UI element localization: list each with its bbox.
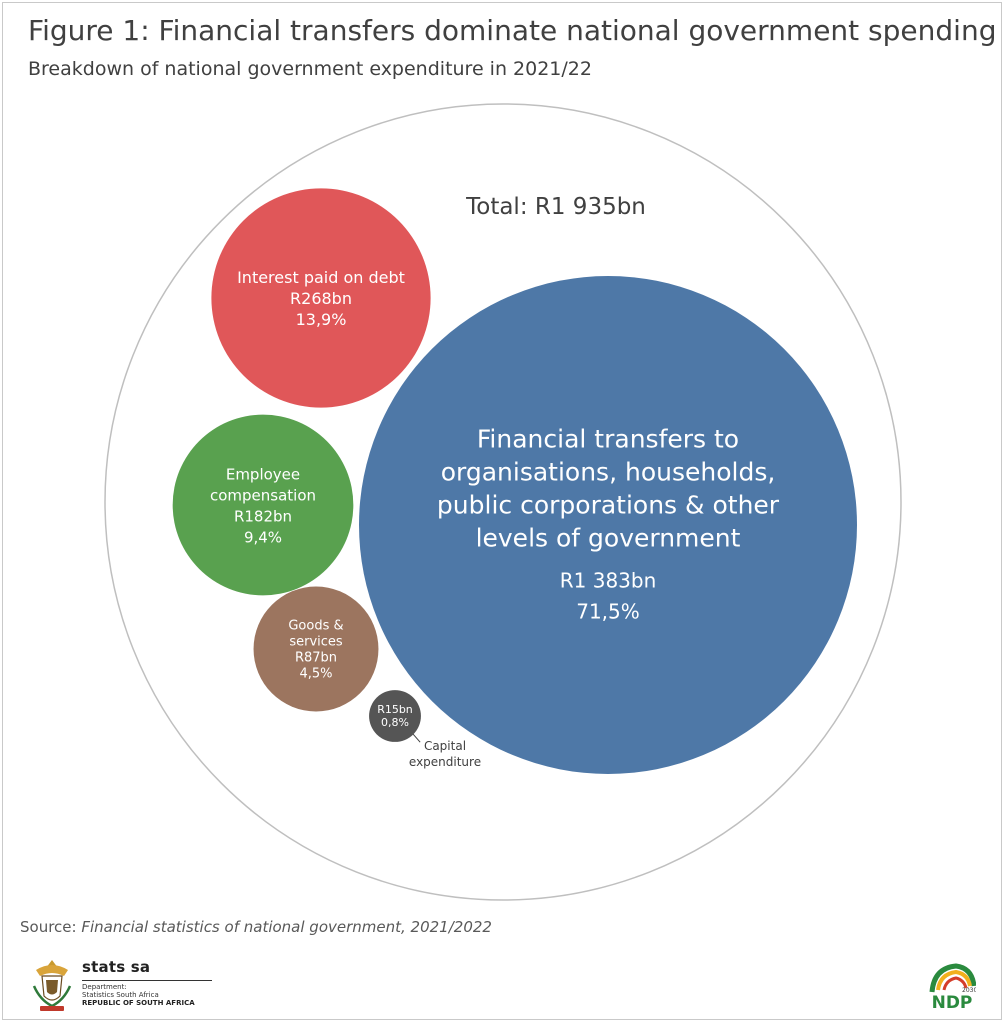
label-line-goods-services: services xyxy=(289,634,343,649)
pct-label-employee-compensation: 9,4% xyxy=(244,528,282,546)
source-prefix: Source: xyxy=(20,918,82,936)
total-label: Total: R1 935bn xyxy=(465,194,646,220)
ndp-logo: 2030 NDP xyxy=(929,963,976,1013)
value-label-interest-on-debt: R268bn xyxy=(290,289,352,308)
callout-label-capital-expenditure: expenditure xyxy=(409,755,481,769)
pct-label-financial-transfers: 71,5% xyxy=(576,600,640,624)
label-line-employee-compensation: compensation xyxy=(210,486,316,504)
department-label: Department: Statistics South Africa xyxy=(82,983,159,999)
value-label-goods-services: R87bn xyxy=(295,650,337,665)
coat-of-arms-icon xyxy=(32,960,72,1011)
republic-label: REPUBLIC OF SOUTH AFRICA xyxy=(82,999,195,1007)
chart-title: Figure 1: Financial transfers dominate n… xyxy=(28,14,997,47)
callout-label-capital-expenditure: Capital xyxy=(424,739,466,753)
total-circle xyxy=(104,103,902,901)
value-label-capital-expenditure: R15bn xyxy=(377,703,413,716)
value-label-financial-transfers: R1 383bn xyxy=(560,569,657,593)
dept-line-2: Statistics South Africa xyxy=(82,991,159,999)
label-line-financial-transfers: levels of government xyxy=(476,524,741,553)
label-line-financial-transfers: Financial transfers to xyxy=(477,425,739,454)
pct-label-capital-expenditure: 0,8% xyxy=(381,716,409,729)
ndp-year: 2030 xyxy=(962,987,976,994)
source-title: Financial statistics of national governm… xyxy=(81,918,492,936)
label-line-goods-services: Goods & xyxy=(288,618,343,633)
bubble-financial-transfers xyxy=(359,276,857,774)
org-name: stats sa xyxy=(82,958,151,976)
label-line-employee-compensation: Employee xyxy=(226,465,300,483)
pct-label-goods-services: 4,5% xyxy=(299,666,332,681)
source-note: Source: Financial statistics of national… xyxy=(20,918,492,936)
dept-line-1: Department: xyxy=(82,983,127,991)
stats-sa-logo: stats sa Department: Statistics South Afr… xyxy=(30,956,220,1016)
logo-divider xyxy=(82,980,212,981)
bubble-capital-expenditure xyxy=(369,690,421,742)
pct-label-interest-on-debt: 13,9% xyxy=(296,310,347,329)
label-line-interest-on-debt: Interest paid on debt xyxy=(237,268,405,287)
ndp-text: NDP xyxy=(932,993,973,1013)
bubble-employee-compensation xyxy=(172,414,354,596)
callout-leader-line xyxy=(412,733,421,743)
label-line-financial-transfers: public corporations & other xyxy=(437,491,780,520)
value-label-employee-compensation: R182bn xyxy=(234,507,292,525)
bubble-goods-services xyxy=(253,586,379,712)
label-line-financial-transfers: organisations, households, xyxy=(441,458,776,487)
chart-subtitle: Breakdown of national government expendi… xyxy=(28,58,592,80)
bubble-interest-on-debt xyxy=(211,188,431,408)
